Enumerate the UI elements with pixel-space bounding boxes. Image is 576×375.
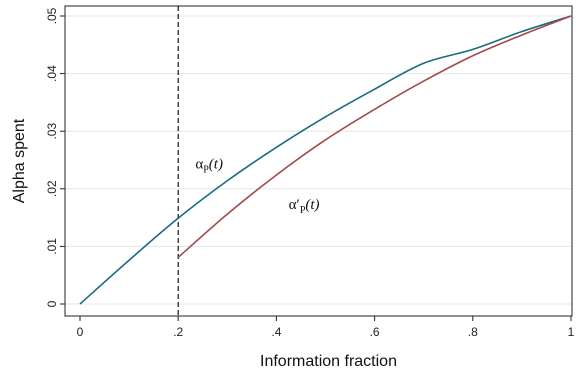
- gridlines: [65, 15, 572, 305]
- curve-label-symbol: α: [195, 157, 203, 173]
- series-line-2: [177, 15, 572, 258]
- curve-label-argument: (t): [305, 197, 319, 213]
- y-tick-label: .04: [45, 65, 59, 82]
- series-layer: [79, 15, 572, 305]
- x-tick-label: .2: [173, 325, 183, 339]
- plot-frame: [64, 5, 573, 317]
- y-tick-label: 0: [45, 300, 59, 307]
- series-line-1: [79, 15, 572, 305]
- x-tick-label: .8: [468, 325, 478, 339]
- y-tick-label: .02: [45, 180, 59, 197]
- y-tick-label: .05: [45, 7, 59, 24]
- y-tick-label: .03: [45, 123, 59, 140]
- curve-label-argument: (t): [209, 157, 223, 173]
- curve-label-1: αP(t): [195, 157, 223, 176]
- curve-label-2: α′P(t): [289, 197, 320, 216]
- x-axis-title: Information fraction: [260, 353, 397, 370]
- curve-label-subscript: P: [203, 165, 209, 176]
- axes: 0 .01 .02 .03 .04 .05 0 .2 .4 .6 .8 1: [45, 5, 575, 339]
- x-tick-label: .4: [271, 325, 281, 339]
- y-tick-label: .01: [45, 238, 59, 255]
- annotations: αP(t)α′P(t): [195, 157, 319, 216]
- x-tick-label: .6: [370, 325, 380, 339]
- x-tick-label: 0: [77, 325, 84, 339]
- x-tick-label: 1: [568, 325, 575, 339]
- curve-label-subscript: P: [300, 205, 306, 216]
- y-axis-title: Alpha spent: [11, 118, 28, 203]
- curve-label-symbol: α′: [289, 197, 300, 213]
